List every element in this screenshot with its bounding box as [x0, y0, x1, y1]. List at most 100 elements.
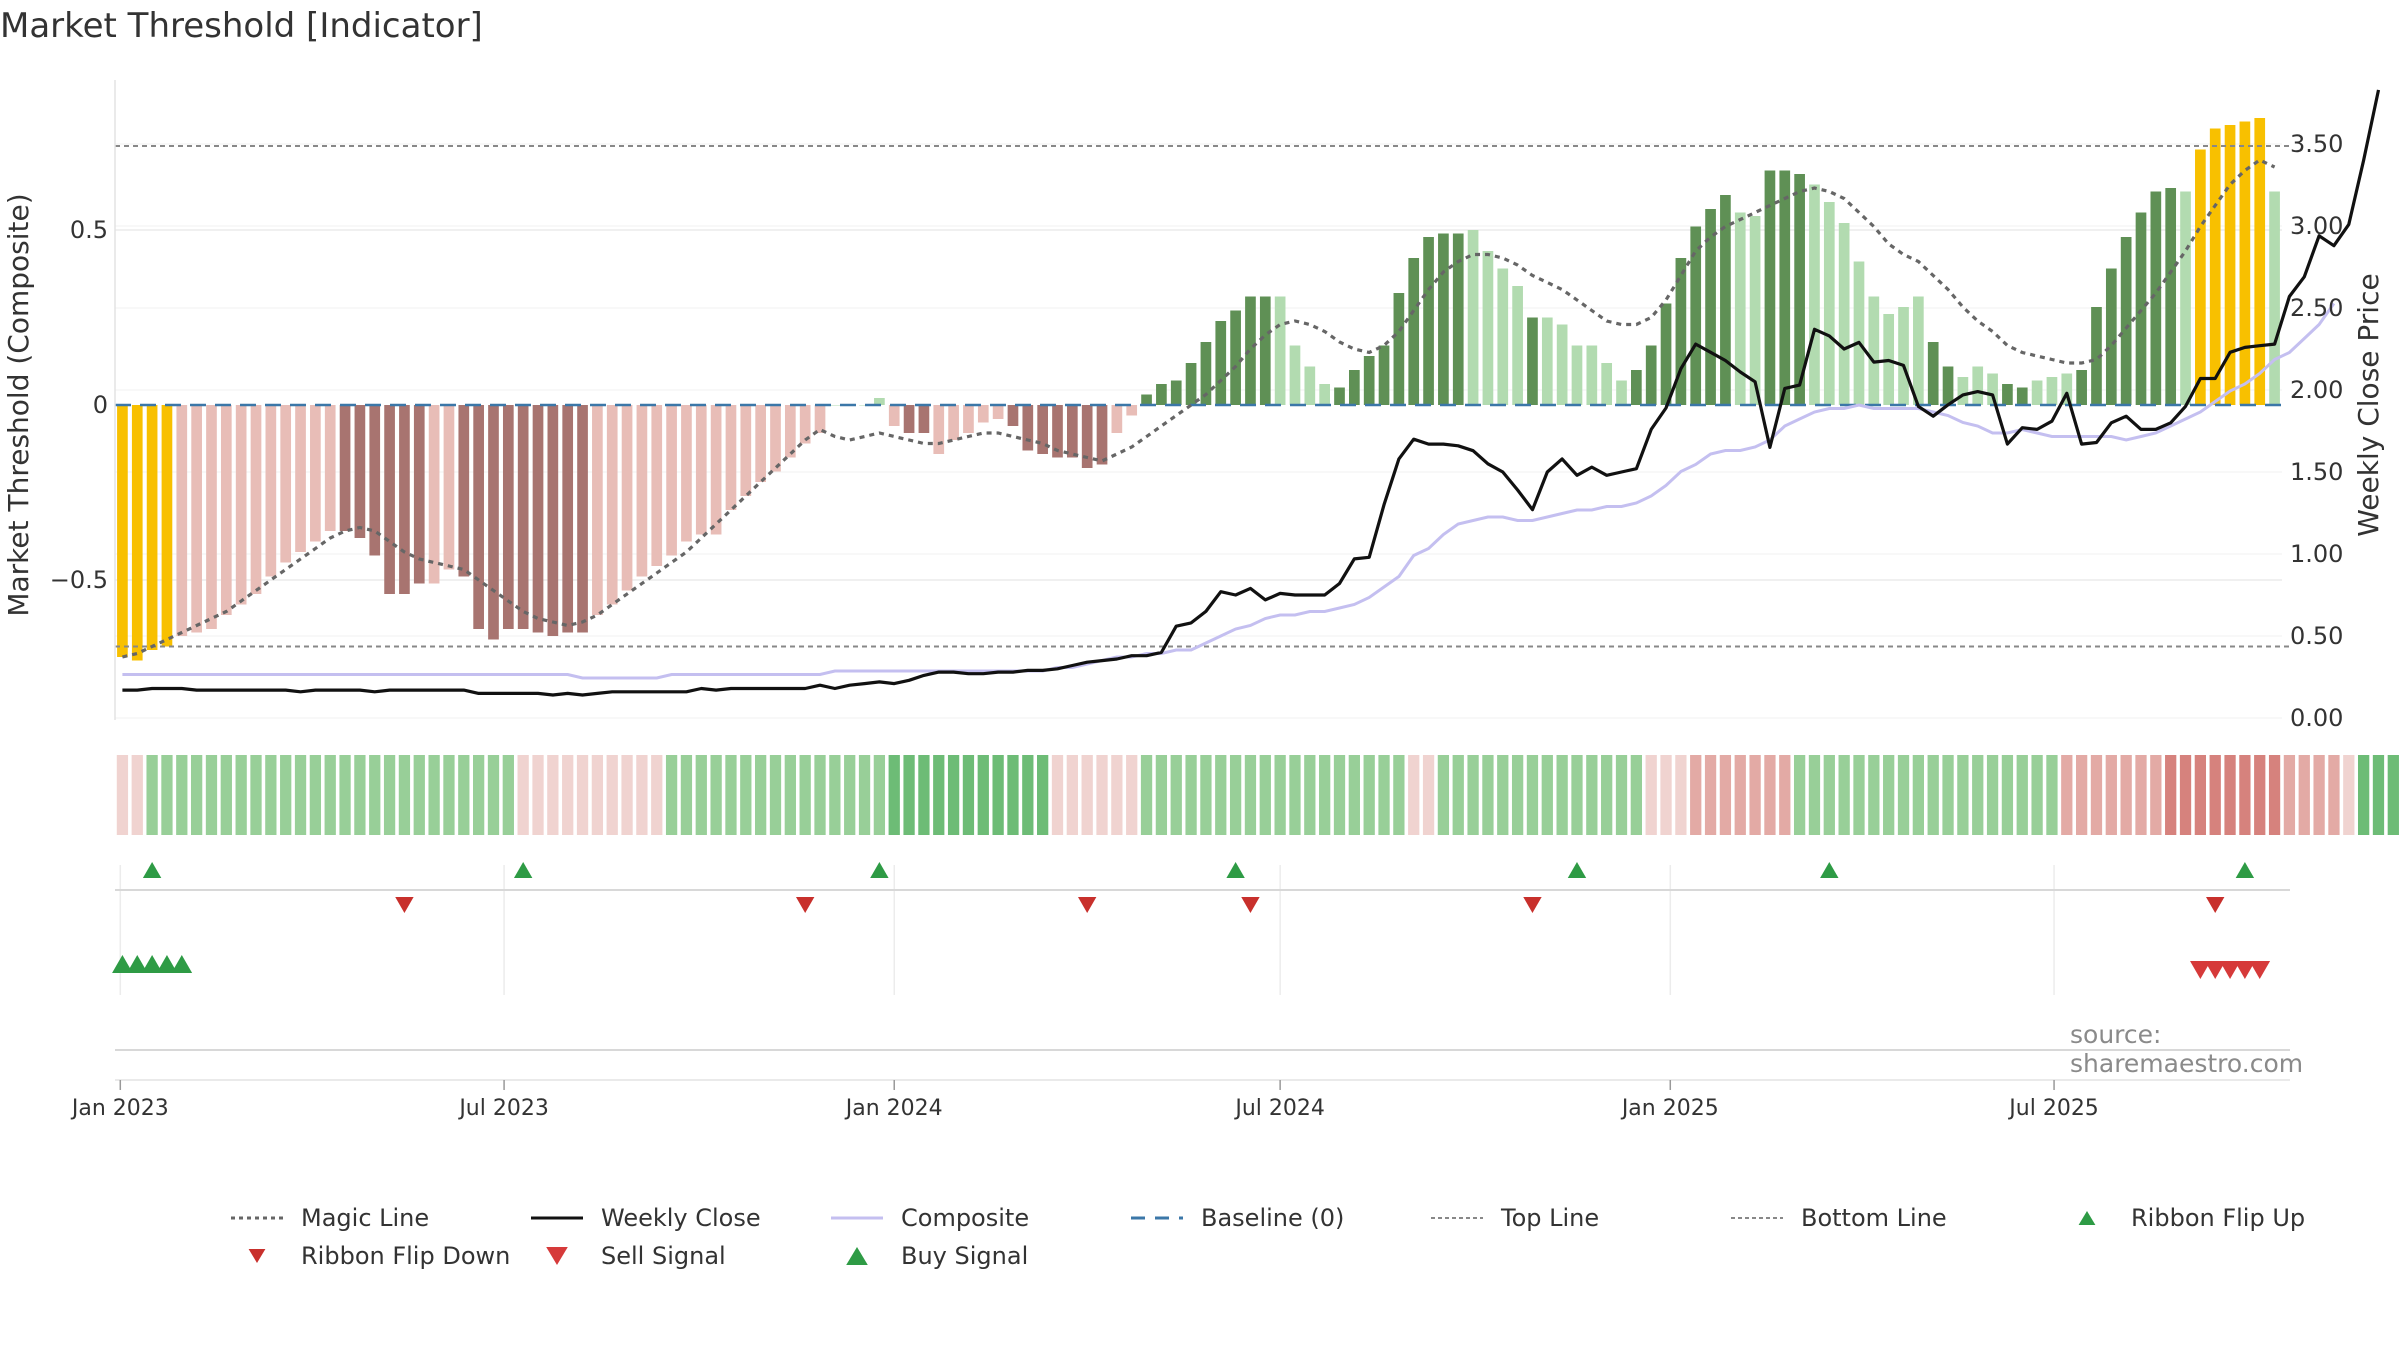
ribbon-cell: [547, 755, 559, 835]
composite-bar: [1393, 293, 1405, 405]
composite-bar: [1467, 230, 1479, 405]
composite-bar: [666, 405, 677, 556]
ribbon-cell: [383, 755, 396, 835]
ribbon-cell: [680, 755, 693, 835]
composite-bar: [176, 405, 188, 636]
ribbon-cell: [2061, 755, 2073, 835]
ribbon-cell: [1823, 755, 1835, 835]
ribbon-cell: [1675, 755, 1687, 835]
ribbon-cell: [443, 755, 455, 835]
ribbon-cell: [1111, 755, 1123, 835]
ribbon-flip-up-marker: [2235, 862, 2255, 878]
composite-bar: [2061, 373, 2073, 405]
ribbon-cell: [473, 755, 485, 835]
legend-swatch: [546, 1247, 568, 1265]
ribbon-cell: [265, 755, 277, 835]
composite-bar: [1675, 258, 1687, 405]
composite-bar: [2269, 191, 2280, 405]
ribbon-cell: [665, 755, 678, 835]
ribbon-cell: [1630, 755, 1642, 835]
composite-bar: [710, 405, 722, 535]
ribbon-cell: [933, 755, 945, 835]
composite-bar: [1720, 195, 1731, 405]
composite-bar: [1705, 209, 1716, 405]
legend-swatch: [2078, 1211, 2096, 1225]
ribbon-cell: [354, 755, 366, 835]
ribbon-cell: [1779, 755, 1791, 835]
composite-bar: [2195, 149, 2206, 405]
legend-swatch: [248, 1249, 266, 1263]
ribbon-cell: [1081, 755, 1093, 835]
ribbon-cell: [977, 755, 989, 835]
composite-bar: [948, 405, 959, 440]
ribbon-flip-up-marker: [1226, 862, 1245, 878]
ribbon-cell: [858, 755, 871, 835]
composite-bar: [1096, 405, 1108, 465]
composite-bar: [502, 405, 514, 629]
ribbon-cell: [1155, 755, 1168, 835]
ribbon-cell: [1259, 755, 1271, 835]
ribbon-cell: [888, 755, 900, 835]
ribbon-cell: [428, 755, 440, 835]
ribbon-cell: [2105, 755, 2117, 835]
ribbon-cell: [176, 755, 188, 835]
ribbon-cell: [2372, 755, 2385, 835]
ribbon-strip: [116, 755, 2399, 835]
ribbon-cell: [1333, 755, 1346, 835]
composite-bar: [2091, 307, 2102, 405]
composite-bar: [443, 405, 455, 570]
composite-line: [122, 302, 2336, 680]
ribbon-cell: [1229, 755, 1242, 835]
composite-bar: [473, 405, 484, 629]
composite-bar: [399, 405, 410, 594]
ribbon-cell: [1526, 755, 1539, 835]
ribbon-cell: [1615, 755, 1628, 835]
ribbon-cell: [1704, 755, 1717, 835]
legend-label: Ribbon Flip Down: [301, 1242, 511, 1270]
composite-bar: [220, 405, 232, 615]
composite-bar: [2002, 384, 2013, 405]
legend-item-buy: Buy Signal: [825, 1238, 1028, 1274]
ribbon-cell: [1319, 755, 1331, 835]
composite-bar: [1972, 366, 1984, 405]
ribbon-cell: [1304, 755, 1316, 835]
ribbon-cell: [1393, 755, 1405, 835]
ribbon-cell: [2031, 755, 2043, 835]
ribbon-cell: [131, 755, 143, 835]
ribbon-flip-down-marker: [1523, 897, 1542, 913]
composite-bar: [1957, 377, 1969, 405]
composite-bar: [295, 405, 306, 552]
composite-bar: [2254, 118, 2266, 405]
composite-bar: [1482, 251, 1494, 405]
composite-bar: [1334, 387, 1345, 405]
ribbon-flip-up-marker: [1567, 862, 1587, 878]
y-right-axis-label: Weekly Close Price: [2352, 273, 2385, 536]
composite-bar: [458, 405, 470, 577]
ribbon-cell: [1363, 755, 1375, 835]
legend-item-flipdown: Ribbon Flip Down: [225, 1238, 510, 1274]
composite-bar: [1942, 366, 1954, 405]
composite-bar: [1838, 223, 1850, 405]
ribbon-cell: [873, 755, 886, 835]
ribbon-cell: [2343, 755, 2355, 835]
ribbon-cell: [2283, 755, 2296, 835]
composite-bar: [1259, 296, 1271, 405]
composite-bar: [1185, 363, 1197, 405]
ribbon-cell: [1274, 755, 1286, 835]
x-tick-label: Jul 2024: [1233, 1096, 1325, 1121]
ribbon-cell: [1972, 755, 1984, 835]
ribbon-cell: [2357, 755, 2370, 835]
ribbon-cell: [1764, 755, 1776, 835]
ribbon-cell: [294, 755, 307, 835]
ribbon-cell: [2298, 755, 2310, 835]
sell-signal-marker: [2234, 961, 2256, 979]
composite-bar: [903, 405, 915, 433]
y-left-tick-label: 0.5: [70, 216, 108, 244]
ribbon-cell: [2387, 755, 2399, 835]
ribbon-cell: [1170, 755, 1182, 835]
composite-bar: [1527, 317, 1538, 405]
ribbon-cell: [710, 755, 722, 835]
sell-signal-marker: [2204, 961, 2226, 979]
composite-bar: [651, 405, 663, 566]
